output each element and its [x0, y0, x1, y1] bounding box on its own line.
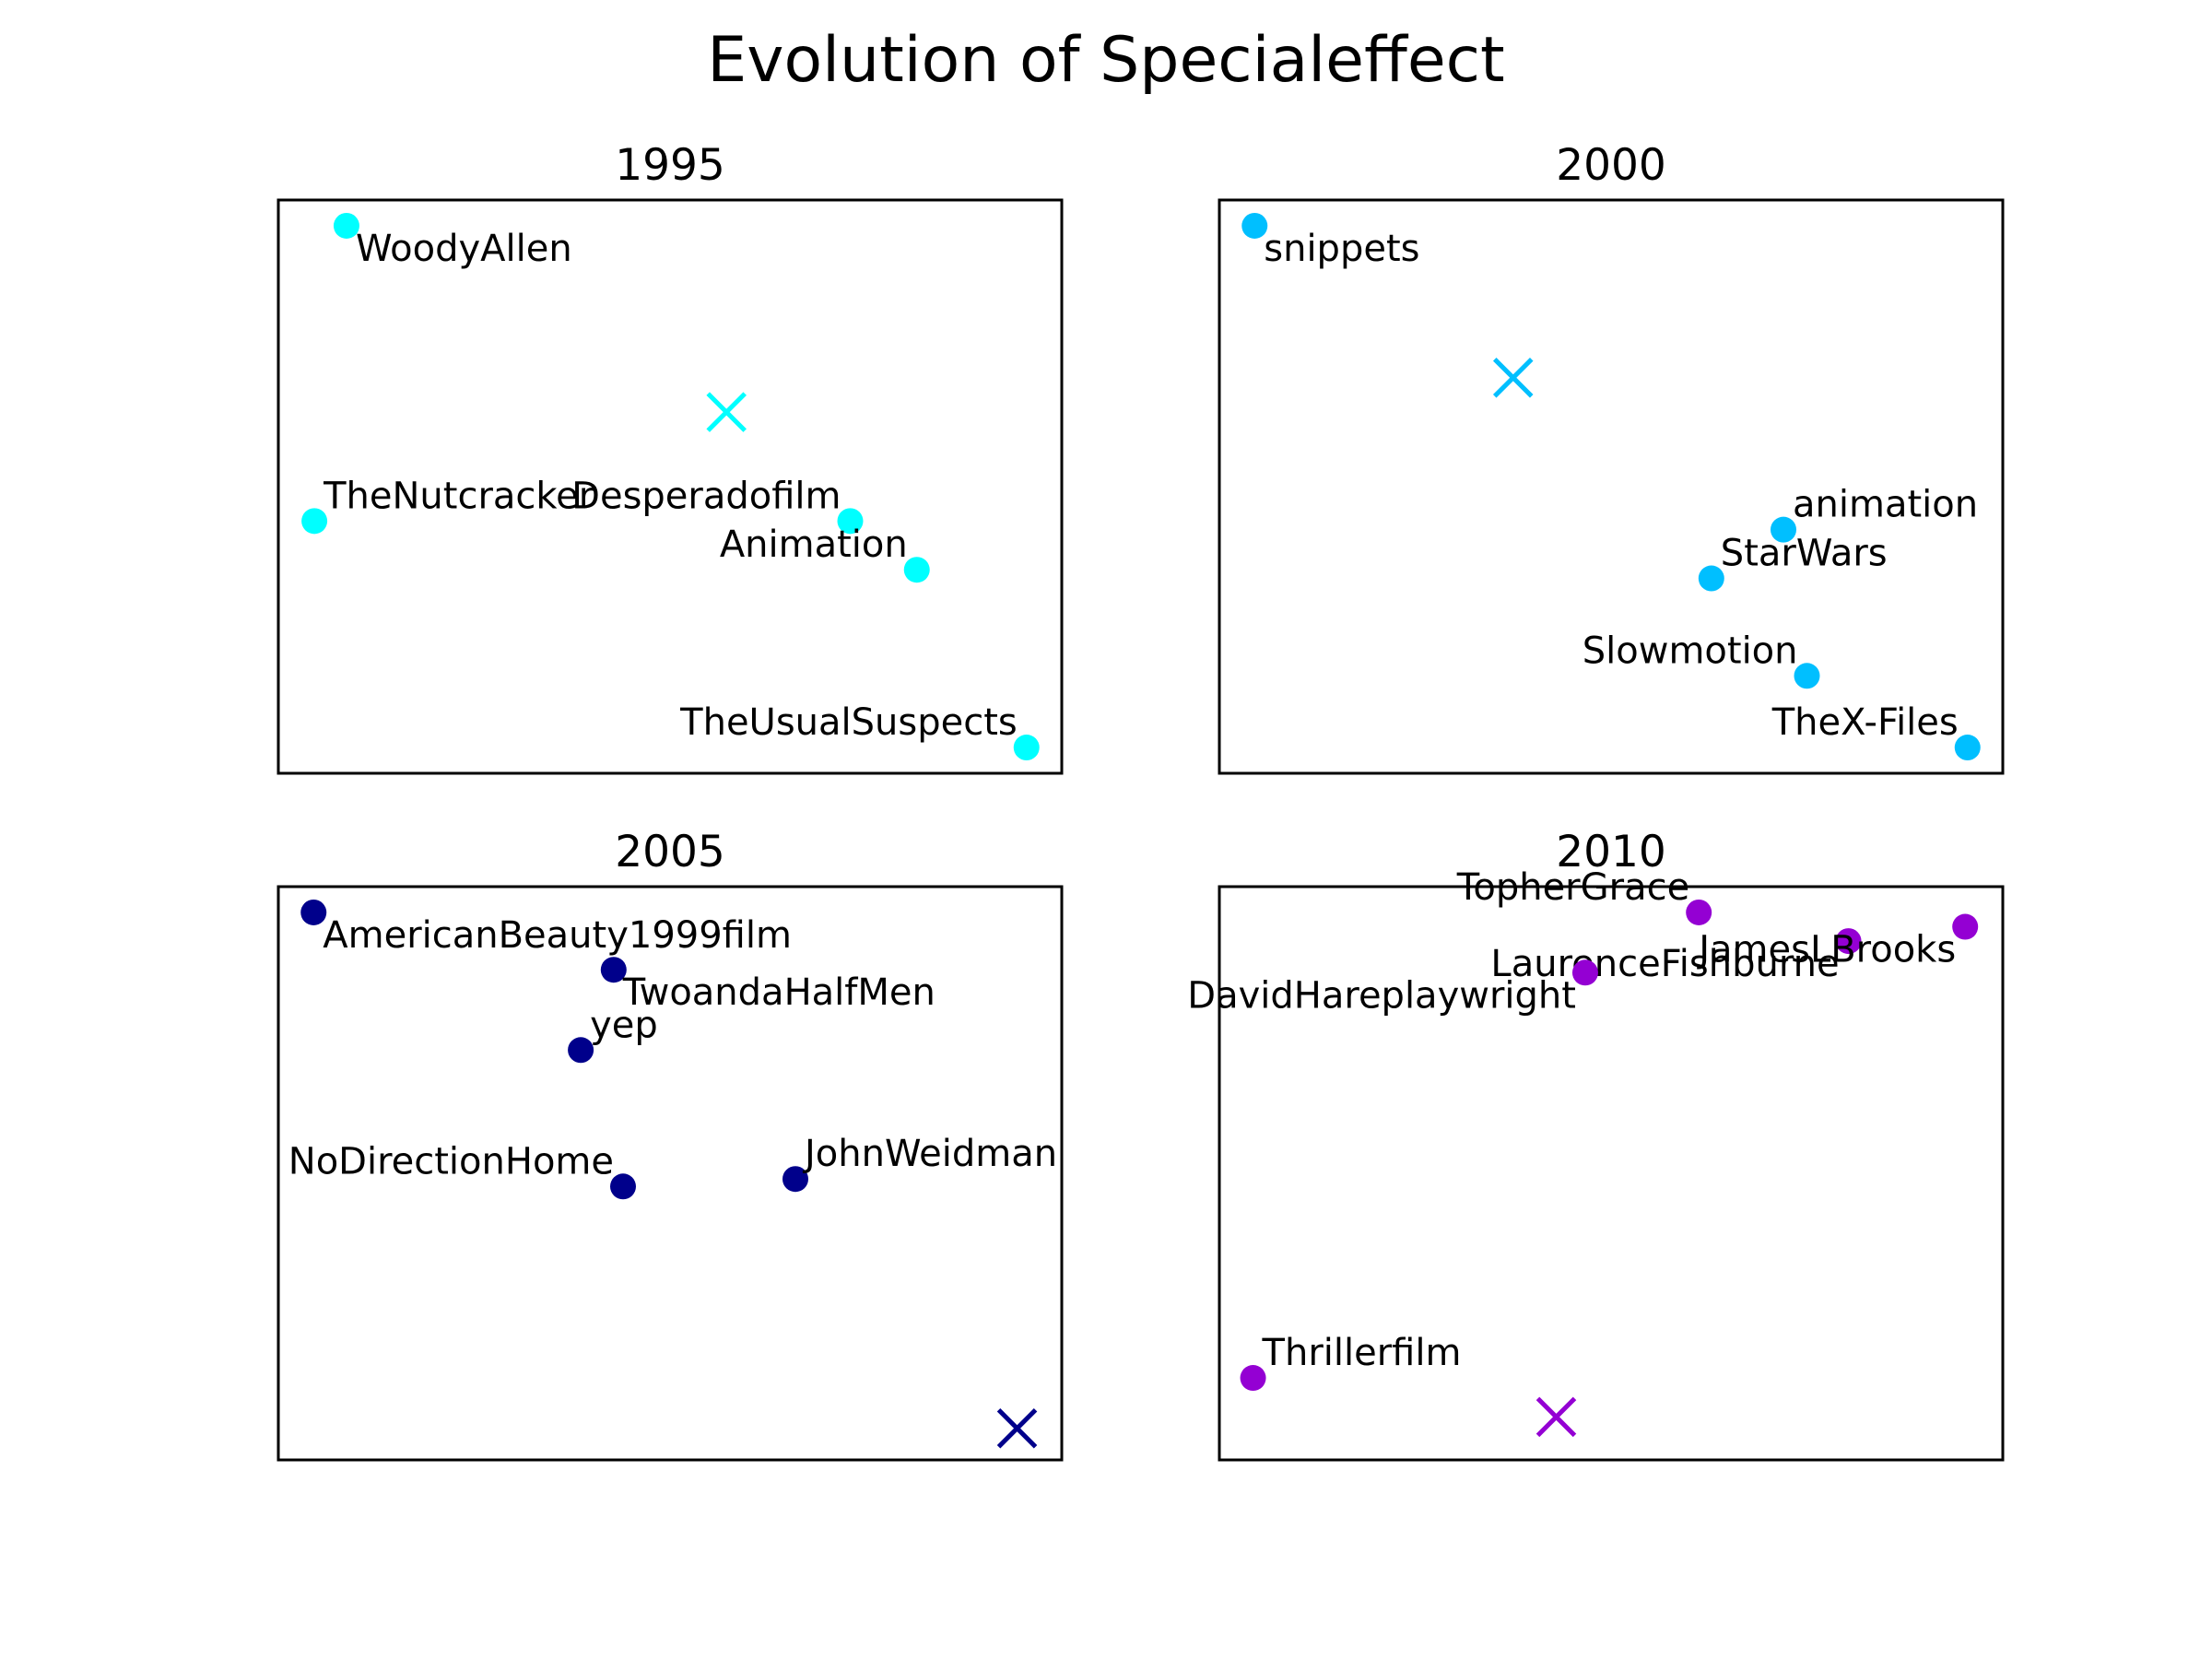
subplot-2000: 2000 snippets animation StarWars Slowmotion T…: [1218, 140, 2005, 775]
data-point: [1241, 212, 1268, 239]
centroid-marker-stroke: [706, 392, 747, 432]
chart-title: Evolution of Specialeffect: [707, 24, 1505, 97]
data-point-label: WoodyAllen: [356, 228, 572, 270]
data-point: [1952, 913, 1979, 940]
data-point: [600, 957, 627, 983]
data-point-label: NoDirectionHome: [288, 1140, 614, 1182]
data-point-label: TheUsualSuspects: [679, 701, 1018, 744]
subplot-title: 2005: [615, 827, 725, 877]
data-point-label: JamesLBrooks: [1696, 929, 1956, 971]
data-point: [610, 1173, 636, 1200]
centroid-marker: [706, 392, 747, 432]
axes-frame: [276, 885, 1064, 1462]
data-point-label: JohnWeidman: [802, 1133, 1057, 1175]
data-point: [1686, 899, 1712, 925]
axes-frame: [1218, 885, 2005, 1462]
data-point-label: Slowmotion: [1583, 629, 1798, 672]
data-point: [300, 899, 327, 925]
data-point-label: Thrillerfilm: [1262, 1332, 1462, 1374]
data-point: [568, 1037, 594, 1064]
data-point-label: StarWars: [1721, 533, 1888, 575]
centroid-marker: [1492, 358, 1534, 398]
data-point-label: yep: [590, 1004, 658, 1046]
data-point-label: AmericanBeauty1999film: [323, 914, 792, 957]
data-point: [1794, 663, 1820, 689]
centroid-marker-stroke: [996, 1408, 1038, 1449]
subplot-title: 1995: [615, 140, 725, 191]
data-point-label: TheX-Files: [1771, 701, 1959, 744]
centroid-marker: [996, 1408, 1038, 1449]
axes-frame: [1218, 198, 2005, 775]
data-point-label: LaurenceFishburne: [1490, 943, 1839, 985]
data-point-label: TopherGrace: [1456, 866, 1689, 909]
subplot-1995: 1995 WoodyAllen TheNutcrackerDesperadofilm…: [276, 140, 1064, 775]
centroid-marker-stroke: [1535, 1396, 1577, 1438]
data-point: [1771, 516, 1796, 543]
data-point: [1835, 928, 1862, 955]
data-point-label: Animation: [720, 524, 908, 566]
data-point: [782, 1166, 808, 1193]
centroid-marker: [1535, 1396, 1577, 1438]
data-point: [837, 508, 864, 535]
data-point: [1571, 959, 1598, 986]
subplot-2005: 2005 AmericanBeauty1999film TwoandaHalfMen…: [276, 827, 1064, 1462]
axes-frame: [276, 198, 1064, 775]
data-point-label: animation: [1793, 484, 1978, 526]
centroid-marker-stroke: [1492, 358, 1534, 398]
data-point: [301, 508, 328, 535]
data-point-label: TwoandaHalfMen: [622, 971, 935, 1014]
data-point: [333, 212, 359, 239]
data-point: [1240, 1365, 1266, 1392]
data-point-label: snippets: [1264, 228, 1419, 270]
data-point: [1698, 565, 1724, 592]
data-point: [1954, 735, 1981, 761]
data-point-label: DavidHareplaywright: [1187, 974, 1576, 1017]
subplot-title: 2010: [1556, 827, 1666, 877]
data-point: [903, 557, 930, 583]
subplot-title: 2000: [1556, 140, 1666, 191]
data-point-label: Desperadofilm: [571, 475, 841, 517]
data-point-label: TheNutcracker: [323, 475, 594, 517]
data-point: [1013, 735, 1040, 761]
